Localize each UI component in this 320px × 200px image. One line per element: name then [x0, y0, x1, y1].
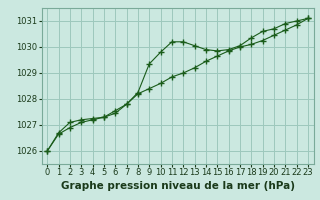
X-axis label: Graphe pression niveau de la mer (hPa): Graphe pression niveau de la mer (hPa) [60, 181, 295, 191]
